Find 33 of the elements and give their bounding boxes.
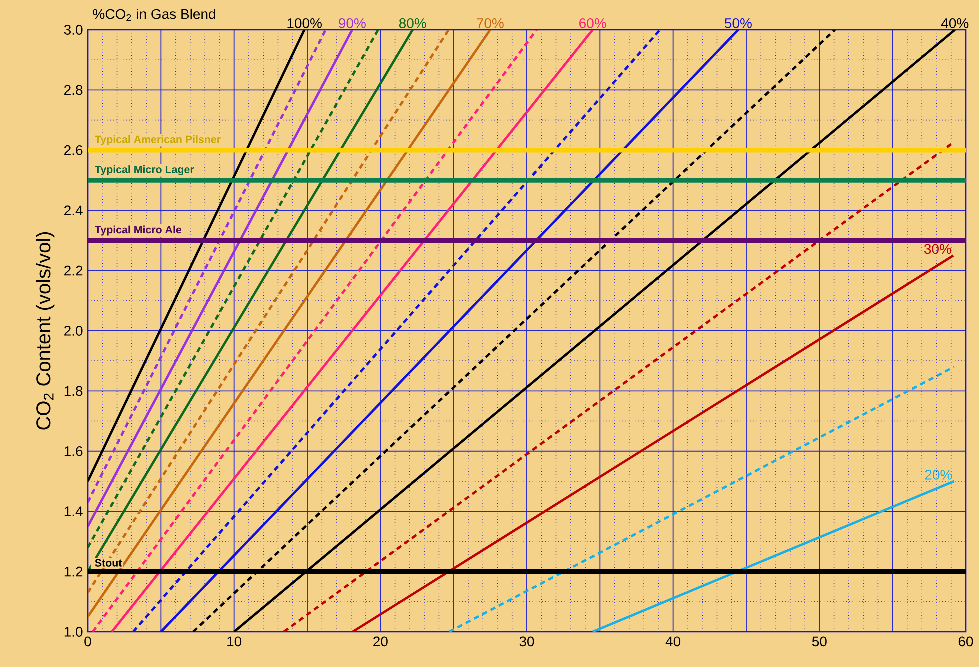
x-tick-label: 40	[666, 636, 681, 647]
x-tick-label: 30	[520, 636, 534, 647]
series-label: 60%	[580, 18, 606, 28]
y-tick-label: 2.2	[64, 266, 83, 276]
y-tick-label: 2.0	[64, 326, 83, 336]
ref-line-label: Typical American Pilsner	[95, 136, 221, 146]
x-tick-label: 0	[84, 636, 92, 647]
y-tick-label: 1.4	[64, 506, 83, 516]
y-tick-label: 2.8	[64, 85, 83, 96]
y-tick-label: 3.0	[64, 25, 83, 35]
x-tick-label: 10	[228, 636, 242, 647]
ref-line-label: Stout	[95, 559, 122, 567]
series-label: 70%	[477, 18, 504, 28]
x-tick-label: 50	[812, 636, 827, 647]
series-label: 40%	[941, 18, 969, 28]
ref-line-label: Typical Micro Lager	[95, 166, 194, 176]
series-label: 20%	[925, 470, 952, 480]
series-label: 30%	[924, 244, 952, 254]
series-label: 50%	[725, 18, 752, 28]
chart-title: %CO$_{2}$ in Gas Blend	[93, 8, 216, 22]
y-tick-label: 1.6	[64, 446, 83, 456]
y-tick-label: 1.8	[64, 386, 83, 396]
y-tick-label: 1.2	[64, 566, 83, 577]
x-tick-label: 60	[958, 636, 974, 647]
y-tick-label: 1.0	[64, 627, 83, 637]
x-tick-label: 20	[374, 636, 388, 647]
y-tick-label: 2.6	[64, 145, 83, 156]
ref-line-label: Typical Micro Ale	[95, 226, 182, 236]
y-tick-label: 2.4	[64, 206, 83, 216]
series-label: 80%	[399, 18, 426, 28]
y-axis-title: CO$_{2}$ Content (vols/vol)	[36, 232, 55, 430]
series-label: 100%	[288, 18, 322, 28]
series-label: 90%	[339, 18, 366, 28]
